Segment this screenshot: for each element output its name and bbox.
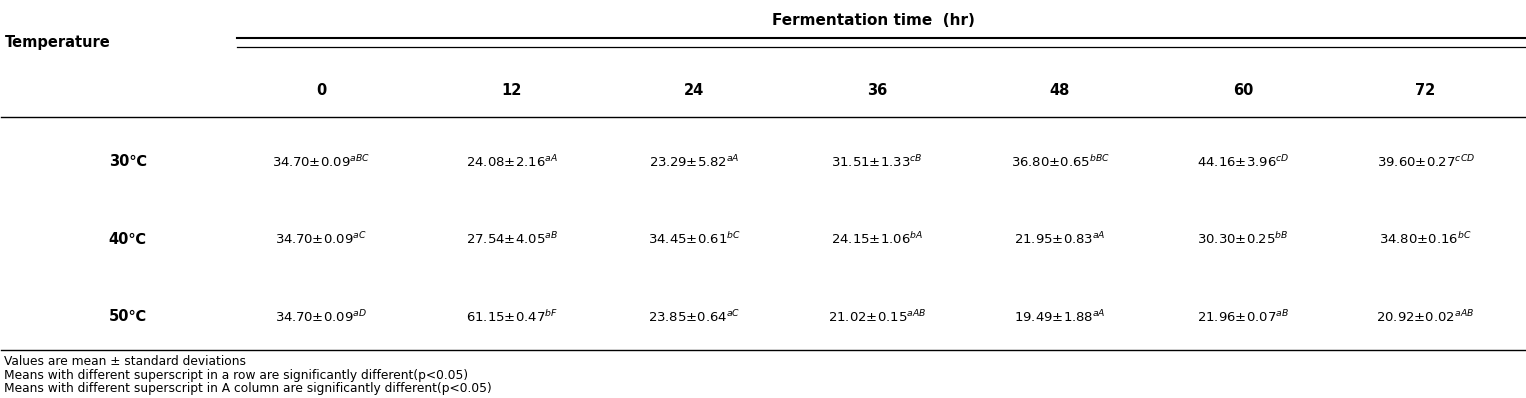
Text: Values are mean ± standard deviations: Values are mean ± standard deviations <box>5 355 246 368</box>
Text: Fermentation time  (hr): Fermentation time (hr) <box>772 13 975 28</box>
Text: 44.16±3.96$^{cD}$: 44.16±3.96$^{cD}$ <box>1196 154 1289 170</box>
Text: 21.96±0.07$^{aB}$: 21.96±0.07$^{aB}$ <box>1196 308 1289 325</box>
Text: 34.70±0.09$^{aC}$: 34.70±0.09$^{aC}$ <box>275 231 368 248</box>
Text: 27.54±4.05$^{aB}$: 27.54±4.05$^{aB}$ <box>465 231 557 248</box>
Text: 40℃: 40℃ <box>108 232 146 247</box>
Text: 31.51±1.33$^{cB}$: 31.51±1.33$^{cB}$ <box>832 154 923 170</box>
Text: 34.45±0.61$^{bC}$: 34.45±0.61$^{bC}$ <box>649 231 742 247</box>
Text: 24.15±1.06$^{bA}$: 24.15±1.06$^{bA}$ <box>832 231 923 247</box>
Text: 60: 60 <box>1233 83 1253 98</box>
Text: 12: 12 <box>502 83 522 98</box>
Text: 34.70±0.09$^{aBC}$: 34.70±0.09$^{aBC}$ <box>272 154 371 170</box>
Text: 30℃: 30℃ <box>108 154 146 170</box>
Text: 24.08±2.16$^{aA}$: 24.08±2.16$^{aA}$ <box>465 154 557 170</box>
Text: 0: 0 <box>316 83 327 98</box>
Text: 72: 72 <box>1416 83 1436 98</box>
Text: 24: 24 <box>684 83 705 98</box>
Text: 21.95±0.83$^{aA}$: 21.95±0.83$^{aA}$ <box>1015 231 1106 248</box>
Text: 50℃: 50℃ <box>108 309 146 324</box>
Text: 48: 48 <box>1050 83 1070 98</box>
Text: Temperature: Temperature <box>5 35 110 50</box>
Text: 34.80±0.16$^{bC}$: 34.80±0.16$^{bC}$ <box>1380 231 1473 247</box>
Text: 36.80±0.65$^{bBC}$: 36.80±0.65$^{bBC}$ <box>1010 154 1109 170</box>
Text: 23.29±5.82$^{aA}$: 23.29±5.82$^{aA}$ <box>649 154 740 170</box>
Text: 21.02±0.15$^{aAB}$: 21.02±0.15$^{aAB}$ <box>829 308 926 325</box>
Text: 20.92±0.02$^{aAB}$: 20.92±0.02$^{aAB}$ <box>1376 308 1474 325</box>
Text: 61.15±0.47$^{bF}$: 61.15±0.47$^{bF}$ <box>465 309 557 325</box>
Text: 39.60±0.27$^{cCD}$: 39.60±0.27$^{cCD}$ <box>1376 154 1474 170</box>
Text: Means with different superscript in a row are significantly different(p<0.05): Means with different superscript in a ro… <box>5 369 468 382</box>
Text: 34.70±0.09$^{aD}$: 34.70±0.09$^{aD}$ <box>275 308 368 325</box>
Text: 23.85±0.64$^{aC}$: 23.85±0.64$^{aC}$ <box>649 308 740 325</box>
Text: Means with different superscript in A column are significantly different(p<0.05): Means with different superscript in A co… <box>5 382 493 395</box>
Text: 19.49±1.88$^{aA}$: 19.49±1.88$^{aA}$ <box>1015 308 1106 325</box>
Text: 30.30±0.25$^{bB}$: 30.30±0.25$^{bB}$ <box>1196 231 1288 247</box>
Text: 36: 36 <box>867 83 887 98</box>
